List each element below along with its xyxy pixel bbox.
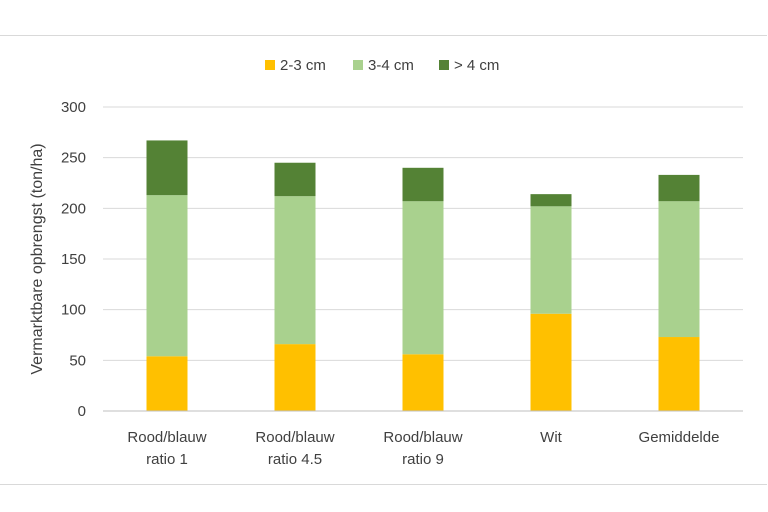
y-axis-label: Vermarktbare opbrengst (ton/ha) <box>29 143 46 374</box>
y-axis-ticks: 0 50 100 150 200 250 300 <box>61 99 86 420</box>
bar-segment <box>402 354 444 411</box>
y-tick-label: 0 <box>78 403 86 420</box>
chart-frame <box>0 35 767 485</box>
y-tick-label: 100 <box>61 302 86 319</box>
bar-segment <box>658 201 700 338</box>
legend-swatch <box>353 60 363 70</box>
legend-item: 3-4 cm <box>353 57 414 74</box>
bar-segment <box>402 201 444 355</box>
x-tick-label: Rood/blauw <box>255 429 334 446</box>
legend-item: > 4 cm <box>439 57 499 74</box>
x-tick-label: ratio 4.5 <box>268 451 322 468</box>
bar-segment <box>658 174 700 202</box>
legend-swatch <box>265 60 275 70</box>
y-tick-label: 200 <box>61 200 86 217</box>
bar-segment <box>146 140 188 196</box>
legend-label: 3-4 cm <box>368 57 414 74</box>
bar-segment <box>274 196 316 345</box>
legend-label: > 4 cm <box>454 57 499 74</box>
x-tick-label: ratio 1 <box>146 451 188 468</box>
x-tick-label: Rood/blauw <box>383 429 462 446</box>
legend-swatch <box>439 60 449 70</box>
x-tick-label: ratio 9 <box>402 451 444 468</box>
y-tick-label: 300 <box>61 99 86 116</box>
legend-label: 2-3 cm <box>280 57 326 74</box>
x-tick-label: Gemiddelde <box>639 429 720 446</box>
bar-segment <box>274 162 316 197</box>
bar-segment <box>530 313 572 411</box>
bar-segment <box>530 206 572 314</box>
x-tick-label: Wit <box>540 429 562 446</box>
bar-segment <box>146 356 188 411</box>
x-axis-ticks: Rood/blauw ratio 1 Rood/blauw ratio 4.5 Rood… <box>127 429 719 468</box>
x-tick-label: Rood/blauw <box>127 429 206 446</box>
bar-segment <box>530 194 572 207</box>
bar-segment <box>146 195 188 357</box>
y-tick-label: 250 <box>61 150 86 167</box>
y-tick-label: 50 <box>69 352 86 369</box>
legend: 2-3 cm 3-4 cm > 4 cm <box>265 57 499 74</box>
bars <box>146 140 700 411</box>
bar-segment <box>274 344 316 411</box>
legend-item: 2-3 cm <box>265 57 326 74</box>
bar-segment <box>402 167 444 202</box>
bar-segment <box>658 337 700 411</box>
y-tick-label: 150 <box>61 251 86 268</box>
